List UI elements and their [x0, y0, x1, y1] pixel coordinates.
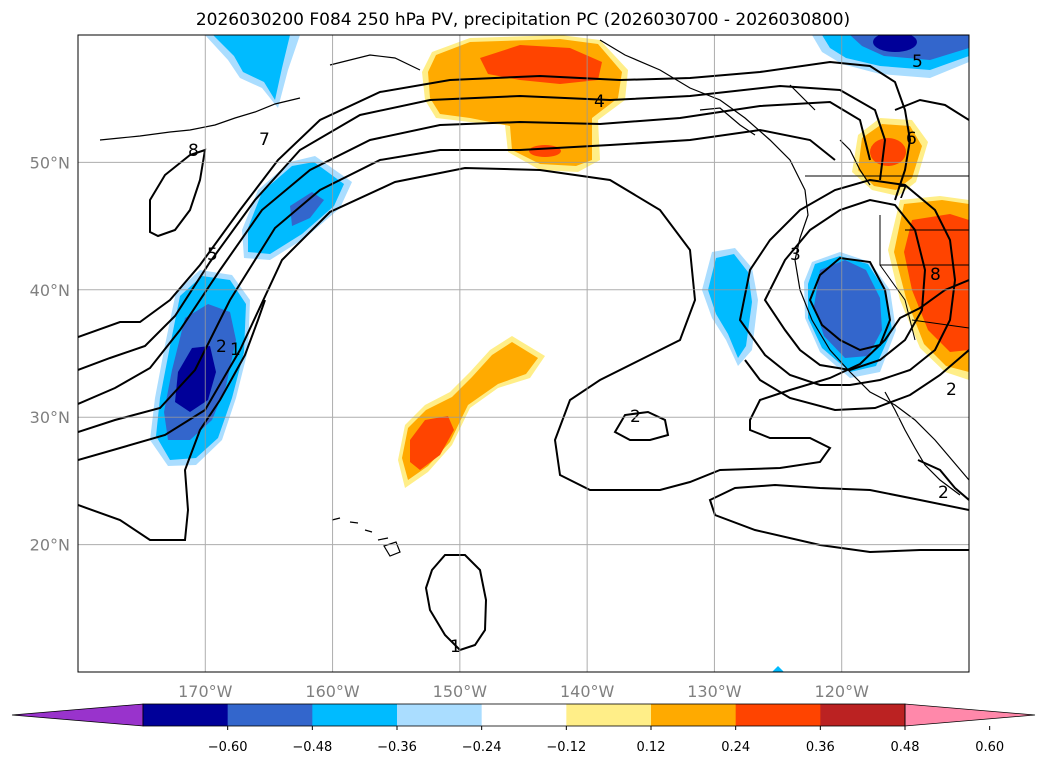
contour-label: 5: [912, 52, 923, 72]
contour-label: 1: [230, 340, 241, 360]
colorbar-label: 0.24: [721, 740, 750, 755]
contour-label: 5: [207, 245, 218, 265]
colorbar-label: −0.12: [546, 740, 586, 755]
colorbar-label: 0.36: [806, 740, 835, 755]
contour-label: 2: [938, 483, 949, 503]
colorbar-label: 0.48: [891, 740, 920, 755]
figure-title: 2026030200 F084 250 hPa PV, precipitatio…: [196, 10, 850, 30]
latitude-label: 40°N: [30, 281, 70, 300]
contour-label: 4: [594, 92, 605, 112]
positive-region-gulf-of-alaska: [422, 35, 628, 172]
pv-contours: [78, 60, 969, 652]
colorbar-segment: [566, 704, 652, 726]
map-panel: 8 7 5 2 4 1 5 6 7 8 3 2 2 1 2: [77, 34, 970, 673]
colorbar: −0.60 −0.48 −0.36 −0.24 −0.12 0.12 0.24 0.36 0.4…: [11, 703, 1036, 755]
latitude-label: 50°N: [30, 153, 70, 172]
contour-label: 7: [259, 130, 270, 150]
longitude-label: 150°W: [433, 682, 488, 701]
colorbar-segment: [735, 704, 821, 726]
latitude-label: 20°N: [30, 536, 70, 555]
graticule: [78, 35, 969, 672]
colorbar-segment: [397, 704, 483, 726]
colorbar-segment: [651, 704, 737, 726]
positive-region-central-pacific: [398, 336, 545, 488]
longitude-label: 160°W: [305, 682, 360, 701]
latitude-label: 30°N: [30, 408, 70, 427]
contour-label: 6: [906, 129, 917, 149]
colorbar-segment: [820, 704, 906, 726]
colorbar-segment: [143, 704, 229, 726]
contour-label: 8: [930, 265, 941, 285]
longitude-labels: 170°W 160°W 150°W 140°W 130°W 120°W: [178, 682, 869, 701]
small-negative-spot: [772, 666, 784, 672]
contour-label: 2: [216, 337, 227, 357]
negative-region-northeast-corner: [812, 35, 969, 78]
colorbar-label: 0.12: [637, 740, 666, 755]
contour-label: 1: [450, 637, 461, 657]
colorbar-label: 0.60: [975, 740, 1004, 755]
colorbar-label: −0.60: [208, 740, 248, 755]
colorbar-label: −0.36: [377, 740, 417, 755]
contour-label: 7: [897, 183, 908, 203]
negative-region-north-pacific: [205, 35, 300, 108]
colorbar-segment: [481, 704, 567, 726]
longitude-label: 120°W: [815, 682, 870, 701]
contour-labels: 8 7 5 2 4 1 5 6 7 8 3 2 2 1 2: [188, 52, 957, 657]
map-frame: [77, 34, 970, 673]
longitude-label: 170°W: [178, 682, 233, 701]
colorbar-segment: [227, 704, 313, 726]
colorbar-extend-min: [11, 703, 144, 727]
colorbar-label: −0.48: [292, 740, 332, 755]
latitude-labels: 50°N 40°N 30°N 20°N: [30, 153, 70, 554]
colorbar-segment: [312, 704, 398, 726]
contour-label: 8: [188, 141, 199, 161]
hawaii-islands: [331, 517, 401, 557]
longitude-label: 130°W: [687, 682, 742, 701]
colorbar-frame: [142, 703, 906, 727]
negative-region-east-pacific: [702, 248, 758, 366]
colorbar-label: −0.24: [462, 740, 502, 755]
contour-label: 2: [946, 380, 957, 400]
contour-label: 3: [790, 245, 801, 265]
precipitation-shading: [150, 35, 969, 672]
longitude-label: 140°W: [560, 682, 615, 701]
colorbar-extend-max: [904, 703, 1036, 727]
